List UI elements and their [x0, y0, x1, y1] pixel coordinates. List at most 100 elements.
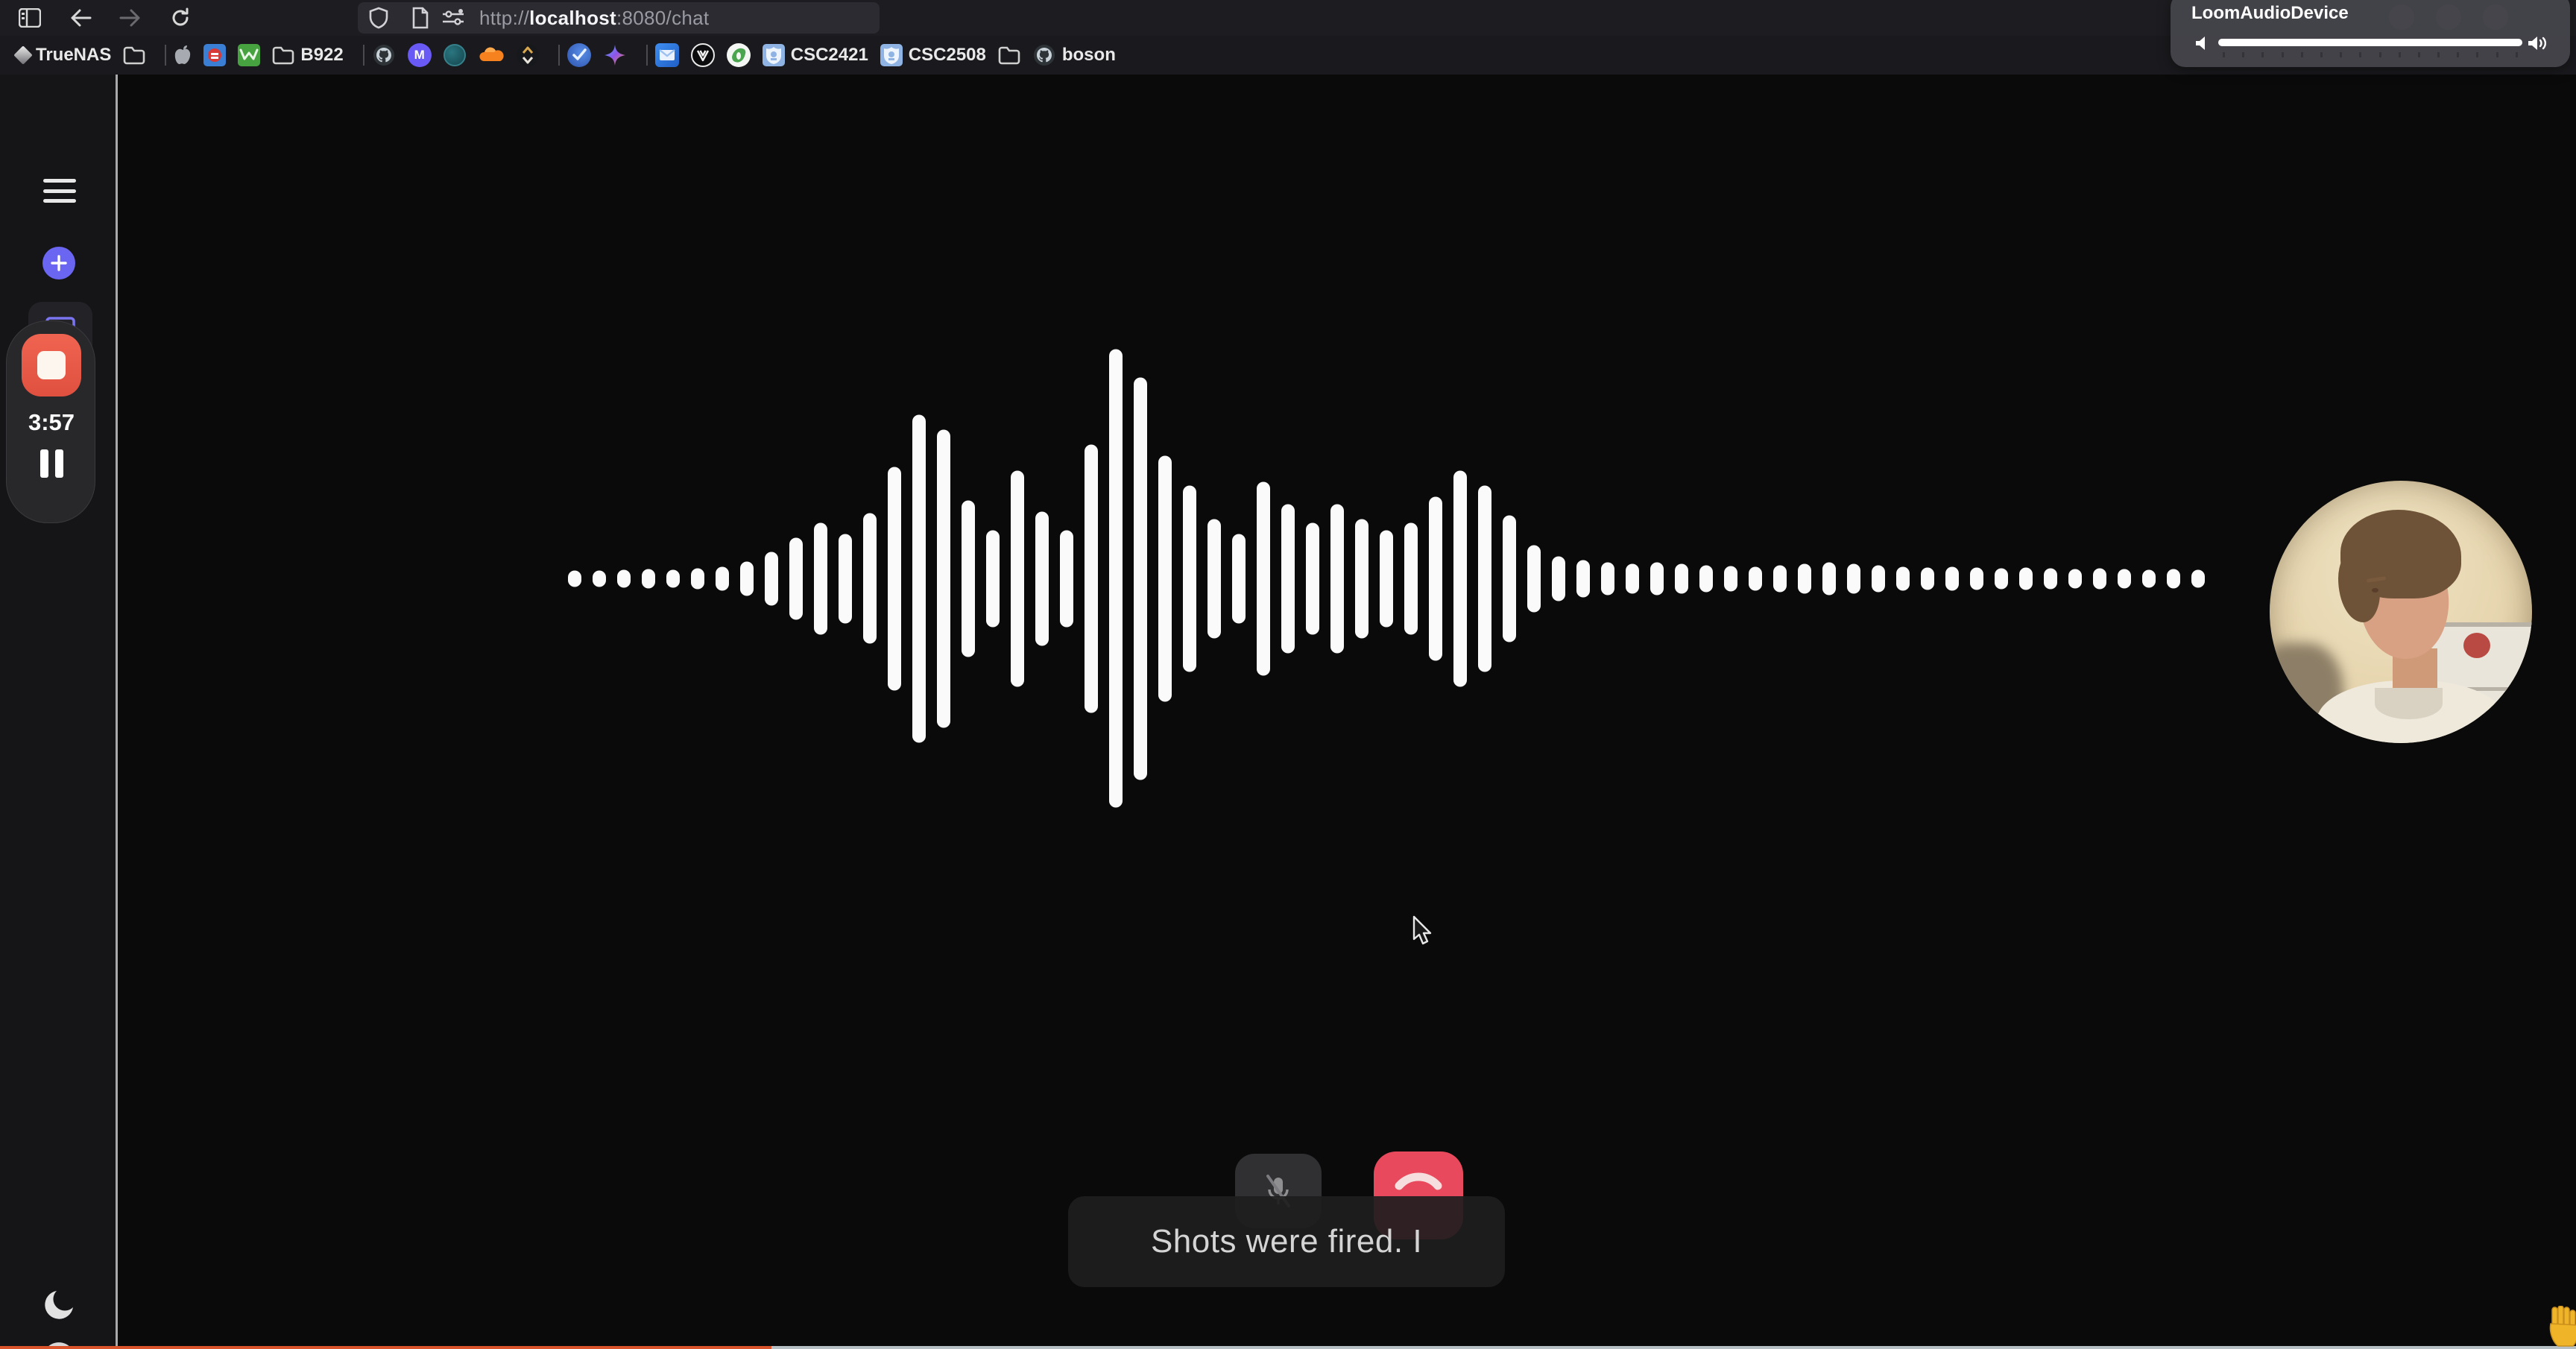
waveform-bar	[1281, 504, 1295, 653]
stop-icon	[37, 351, 66, 379]
bookmark-csc2508[interactable]: CSC2508	[880, 44, 986, 66]
bookmark-truenas[interactable]: TrueNAS	[13, 45, 112, 66]
folder-icon	[123, 45, 145, 65]
waveform-bar	[1527, 545, 1541, 612]
truenas-icon	[13, 45, 33, 65]
speaker-low-icon	[2193, 34, 2212, 52]
bookmark-apple[interactable]	[174, 45, 192, 66]
waveform-bar	[765, 552, 778, 605]
bookmark-folder2[interactable]	[998, 45, 1020, 65]
bookmark-b922[interactable]: B922	[272, 45, 344, 66]
bookmark-label: B922	[300, 45, 344, 65]
folder-icon	[998, 45, 1020, 65]
bookmark-label: CSC2421	[790, 45, 868, 65]
bookmark-separator	[645, 45, 648, 66]
url-path: :8080/chat	[616, 6, 710, 29]
github-icon	[1032, 43, 1056, 67]
url-bar[interactable]: http://localhost:8080/chat	[358, 2, 880, 34]
shield-icon[interactable]	[368, 7, 389, 29]
bookmark-wandb[interactable]	[566, 43, 591, 67]
gold-exchange-icon	[516, 44, 539, 66]
url-text[interactable]: http://localhost:8080/chat	[479, 2, 709, 34]
pause-recording-button[interactable]	[7, 449, 96, 478]
waveform-bar	[1699, 565, 1713, 592]
green-chart-app-icon	[238, 44, 261, 66]
back-icon[interactable]	[67, 4, 94, 31]
waveform-bar	[1109, 349, 1123, 808]
waveform-bar	[1158, 455, 1172, 701]
volume-ticks	[2223, 52, 2518, 57]
volume-slider[interactable]	[2187, 34, 2554, 57]
hang-up-icon	[1395, 1172, 1442, 1190]
reload-icon[interactable]	[167, 4, 194, 31]
waveform-bar	[1134, 377, 1147, 780]
bookmark-separator	[165, 45, 167, 66]
waveform-bar	[912, 414, 926, 742]
stop-recording-button[interactable]	[22, 334, 81, 397]
permissions-sliders-icon[interactable]	[441, 8, 465, 28]
bookmark-gemini[interactable]	[603, 43, 627, 67]
crest-icon	[880, 44, 903, 66]
waveform-bar	[839, 534, 852, 623]
audio-device-name: LoomAudioDevice	[2191, 3, 2349, 23]
sidebar-scrollbar[interactable]	[116, 75, 118, 1349]
waveform-bar	[1183, 485, 1196, 672]
waveform-bar	[2044, 568, 2057, 589]
waveform-bar	[2191, 569, 2205, 587]
bookmarks-bar: TrueNAS B922 M	[0, 36, 2576, 75]
waveform-bar	[1675, 563, 1688, 593]
bookmark-overleaf[interactable]	[726, 43, 751, 67]
browser-toolbar: http://localhost:8080/chat	[0, 0, 2576, 36]
waveform-bar	[691, 568, 704, 589]
bookmark-outlook[interactable]	[654, 43, 679, 67]
caption-text: Shots were fired. I	[1150, 1223, 1423, 1260]
bookmark-redblue[interactable]	[203, 44, 227, 66]
new-chat-button[interactable]	[42, 247, 75, 279]
waveform-bar	[1650, 562, 1664, 595]
bookmark-green[interactable]	[238, 44, 261, 66]
waveform-bar	[1208, 519, 1221, 638]
speaker-high-icon	[2527, 34, 2552, 52]
webcam-preview[interactable]	[2270, 481, 2532, 743]
sidebar-toggle-icon[interactable]	[16, 4, 43, 31]
bookmark-teal[interactable]	[443, 44, 466, 66]
waveform-bar	[716, 566, 729, 590]
waveform-bar	[1011, 470, 1024, 686]
bookmark-folder[interactable]	[123, 45, 145, 65]
teal-globe-icon	[443, 44, 466, 66]
bookmark-cloudflare[interactable]	[478, 46, 505, 64]
waveform-bar	[1995, 568, 2008, 589]
dark-mode-icon[interactable]	[42, 1288, 76, 1326]
waveform-bar	[1576, 560, 1590, 597]
screen-recorder-widget: 3:57	[6, 320, 95, 523]
github-icon	[372, 43, 396, 67]
bookmark-github[interactable]	[372, 43, 396, 67]
audio-device-hud: LoomAudioDevice	[2171, 0, 2570, 67]
waveform-bar	[1035, 511, 1049, 645]
background-object	[2463, 633, 2491, 659]
bookmark-v0[interactable]	[690, 43, 715, 67]
volume-track[interactable]	[2218, 39, 2522, 46]
bookmark-csc2421[interactable]: CSC2421	[762, 44, 868, 66]
bookmark-label: TrueNAS	[36, 45, 112, 65]
waveform-bar	[2093, 568, 2106, 589]
blue-check-icon	[566, 43, 591, 67]
recording-timer: 3:57	[28, 409, 75, 435]
menu-icon[interactable]	[43, 179, 76, 203]
sparkle-icon	[603, 43, 627, 67]
apple-icon	[174, 45, 192, 66]
waveform-bar	[1503, 515, 1516, 642]
bookmark-exchange[interactable]	[516, 44, 539, 66]
bookmark-label: boson	[1061, 45, 1116, 65]
waveform-bar	[617, 569, 631, 587]
page-info-icon[interactable]	[411, 7, 429, 29]
waveform-bar	[1257, 481, 1270, 675]
forward-icon[interactable]	[117, 4, 144, 31]
waveform-bar	[1232, 534, 1246, 623]
live-caption: Shots were fired. I	[1068, 1196, 1505, 1287]
waveform-bar	[962, 500, 975, 657]
bookmark-modal[interactable]: M	[407, 43, 432, 67]
bookmark-boson[interactable]: boson	[1032, 43, 1116, 67]
waveform-bar	[2167, 569, 2180, 588]
